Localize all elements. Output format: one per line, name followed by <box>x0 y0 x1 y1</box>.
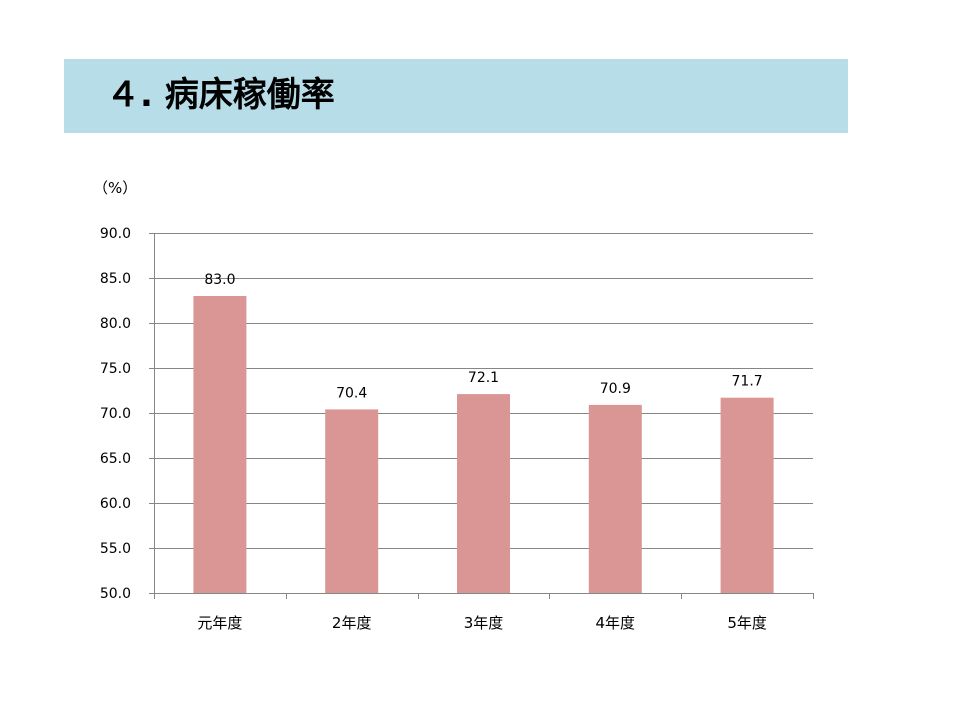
y-tick-label: 80.0 <box>100 316 131 332</box>
axes <box>149 233 814 599</box>
data-label: 70.4 <box>336 385 367 401</box>
x-category-label: 5年度 <box>727 614 767 632</box>
x-category-label: 元年度 <box>197 614 242 632</box>
y-tick-label: 65.0 <box>100 451 131 467</box>
bars <box>193 296 774 593</box>
bar <box>720 397 774 593</box>
y-tick-label: 55.0 <box>100 541 131 557</box>
y-unit-label: （%） <box>93 179 137 197</box>
y-tick-label: 90.0 <box>100 226 131 242</box>
y-tick-label: 70.0 <box>100 406 131 422</box>
y-tick-label: 75.0 <box>100 361 131 377</box>
bar <box>193 296 247 593</box>
y-tick-label: 85.0 <box>100 271 131 287</box>
data-label: 71.7 <box>732 374 763 390</box>
slide-title: ４. 病床稼働率 <box>106 75 335 115</box>
bar <box>325 409 379 593</box>
labels: 50.0 55.0 60.0 65.0 70.0 75.0 80.0 85.0 90.0 83.0… <box>100 226 767 632</box>
bar <box>588 404 642 593</box>
x-category-label: 3年度 <box>464 614 504 632</box>
x-category-label: 4年度 <box>596 614 636 632</box>
bar <box>457 394 510 593</box>
data-label: 72.1 <box>468 370 499 386</box>
data-label: 83.0 <box>204 272 235 288</box>
y-tick-label: 50.0 <box>100 586 131 602</box>
data-label: 70.9 <box>600 381 631 397</box>
x-category-label: 2年度 <box>332 614 372 632</box>
y-tick-label: 60.0 <box>100 496 131 512</box>
title-band: ４. 病床稼働率 <box>64 59 848 133</box>
